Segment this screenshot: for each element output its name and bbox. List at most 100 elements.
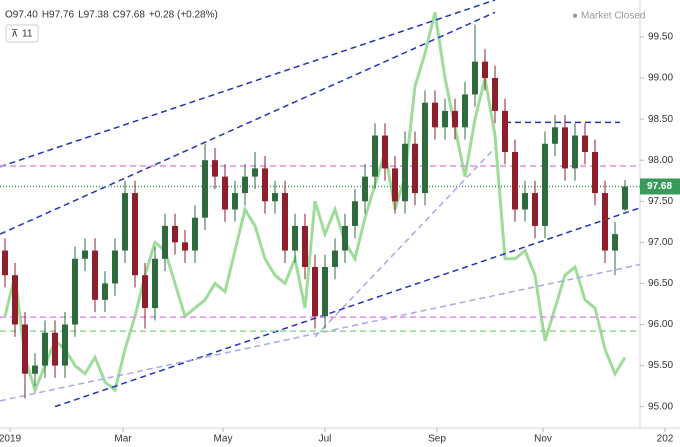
candle-body (602, 193, 608, 251)
candle-body (342, 225, 348, 251)
candle-body (52, 332, 58, 366)
candle-body (472, 61, 478, 95)
interval-box[interactable] (5, 24, 39, 43)
candle-body (462, 94, 468, 128)
candle-body (142, 275, 148, 309)
candle-body (412, 143, 418, 194)
candle-body (82, 250, 88, 259)
status-dot: ● (572, 11, 578, 22)
candle-body (542, 143, 548, 226)
candle-body (222, 176, 228, 210)
x-tick-label: 202 (657, 434, 674, 445)
candle-body (282, 193, 288, 251)
y-tick-label: 96.00 (648, 319, 673, 330)
candle-body (492, 78, 498, 111)
candle-body (92, 250, 98, 300)
x-tick-label: 2019 (0, 434, 22, 445)
candle-body (182, 242, 188, 251)
header: ● Market Closed ⊼ 11 O97.40 H97.76 L97.38 C… (5, 10, 645, 43)
trend-line (314, 147, 496, 338)
candle-body (622, 186, 628, 210)
candle-body (382, 135, 388, 169)
candle-body (562, 127, 568, 169)
candle-body (272, 193, 278, 202)
candle-body (352, 201, 358, 226)
candle-body (572, 135, 578, 169)
candle-body (392, 168, 398, 202)
candle-body (372, 135, 378, 177)
candle-body (402, 143, 408, 202)
candle-body (22, 324, 28, 374)
candle-body (612, 234, 618, 251)
header-value: H97.76 (42, 10, 75, 21)
header-value: +0.28 (+0.28%) (149, 10, 218, 21)
candle-body (332, 250, 338, 267)
candle-body (322, 266, 328, 317)
trend-line (0, 0, 496, 168)
x-tick-label: Nov (534, 434, 552, 445)
market-status: Market Closed (581, 11, 645, 22)
candle-body (232, 193, 238, 210)
candle-body (262, 168, 268, 202)
trend-line (0, 263, 640, 402)
candle-body (112, 250, 118, 284)
y-tick-label: 98.00 (648, 155, 673, 166)
candle-body (212, 160, 218, 177)
candle-body (172, 225, 178, 243)
trend-line (54, 207, 640, 408)
candle-body (72, 258, 78, 325)
candle-body (252, 168, 258, 177)
candle-body (502, 110, 508, 152)
interval-icon: ⊼ (11, 29, 18, 40)
x-tick-label: May (214, 434, 233, 445)
y-tick-label: 99.50 (648, 32, 673, 43)
candle-body (422, 102, 428, 194)
candle-body (552, 127, 558, 144)
candle-body (292, 225, 298, 251)
candle-body (592, 151, 598, 194)
plot-area (0, 0, 640, 408)
candle-body (452, 110, 458, 128)
candle-body (152, 258, 158, 309)
y-tick-label: 99.00 (648, 73, 673, 84)
y-tick-label: 97.50 (648, 196, 673, 207)
candle-body (482, 61, 488, 79)
x-tick-label: Jul (319, 434, 332, 445)
candle-body (132, 193, 138, 276)
interval-value: 11 (22, 29, 33, 40)
candle-body (202, 160, 208, 218)
candle-body (162, 225, 168, 259)
candle-body (192, 217, 198, 251)
candle-body (42, 332, 48, 366)
candle-body (302, 225, 308, 267)
y-tick-label: 96.50 (648, 278, 673, 289)
header-value: O97.40 (5, 10, 38, 21)
last-price-label: 97.68 (647, 181, 672, 192)
y-tick-label: 95.00 (648, 401, 673, 412)
header-value: C97.68 (113, 10, 146, 21)
candle-body (312, 266, 318, 317)
y-tick-label: 95.50 (648, 360, 673, 371)
header-value: L97.38 (78, 10, 109, 21)
last-price-tag (640, 178, 680, 195)
candle-body (362, 176, 368, 202)
candle-body (12, 275, 18, 325)
y-tick-label: 97.00 (648, 237, 673, 248)
candle-body (582, 135, 588, 152)
candle-body (32, 365, 38, 374)
candle-body (432, 102, 438, 128)
trend-line (0, 11, 496, 235)
candle-body (102, 283, 108, 300)
candle-body (442, 110, 448, 128)
candle-body (242, 176, 248, 194)
candle-body (2, 250, 8, 276)
candle-body (122, 193, 128, 251)
x-tick-label: Sep (428, 434, 446, 445)
candle-body (62, 324, 68, 366)
candle-body (532, 193, 538, 226)
x-tick-label: Mar (114, 434, 132, 445)
candle-body (512, 151, 518, 210)
candle-body (522, 193, 528, 210)
y-tick-label: 98.50 (648, 114, 673, 125)
